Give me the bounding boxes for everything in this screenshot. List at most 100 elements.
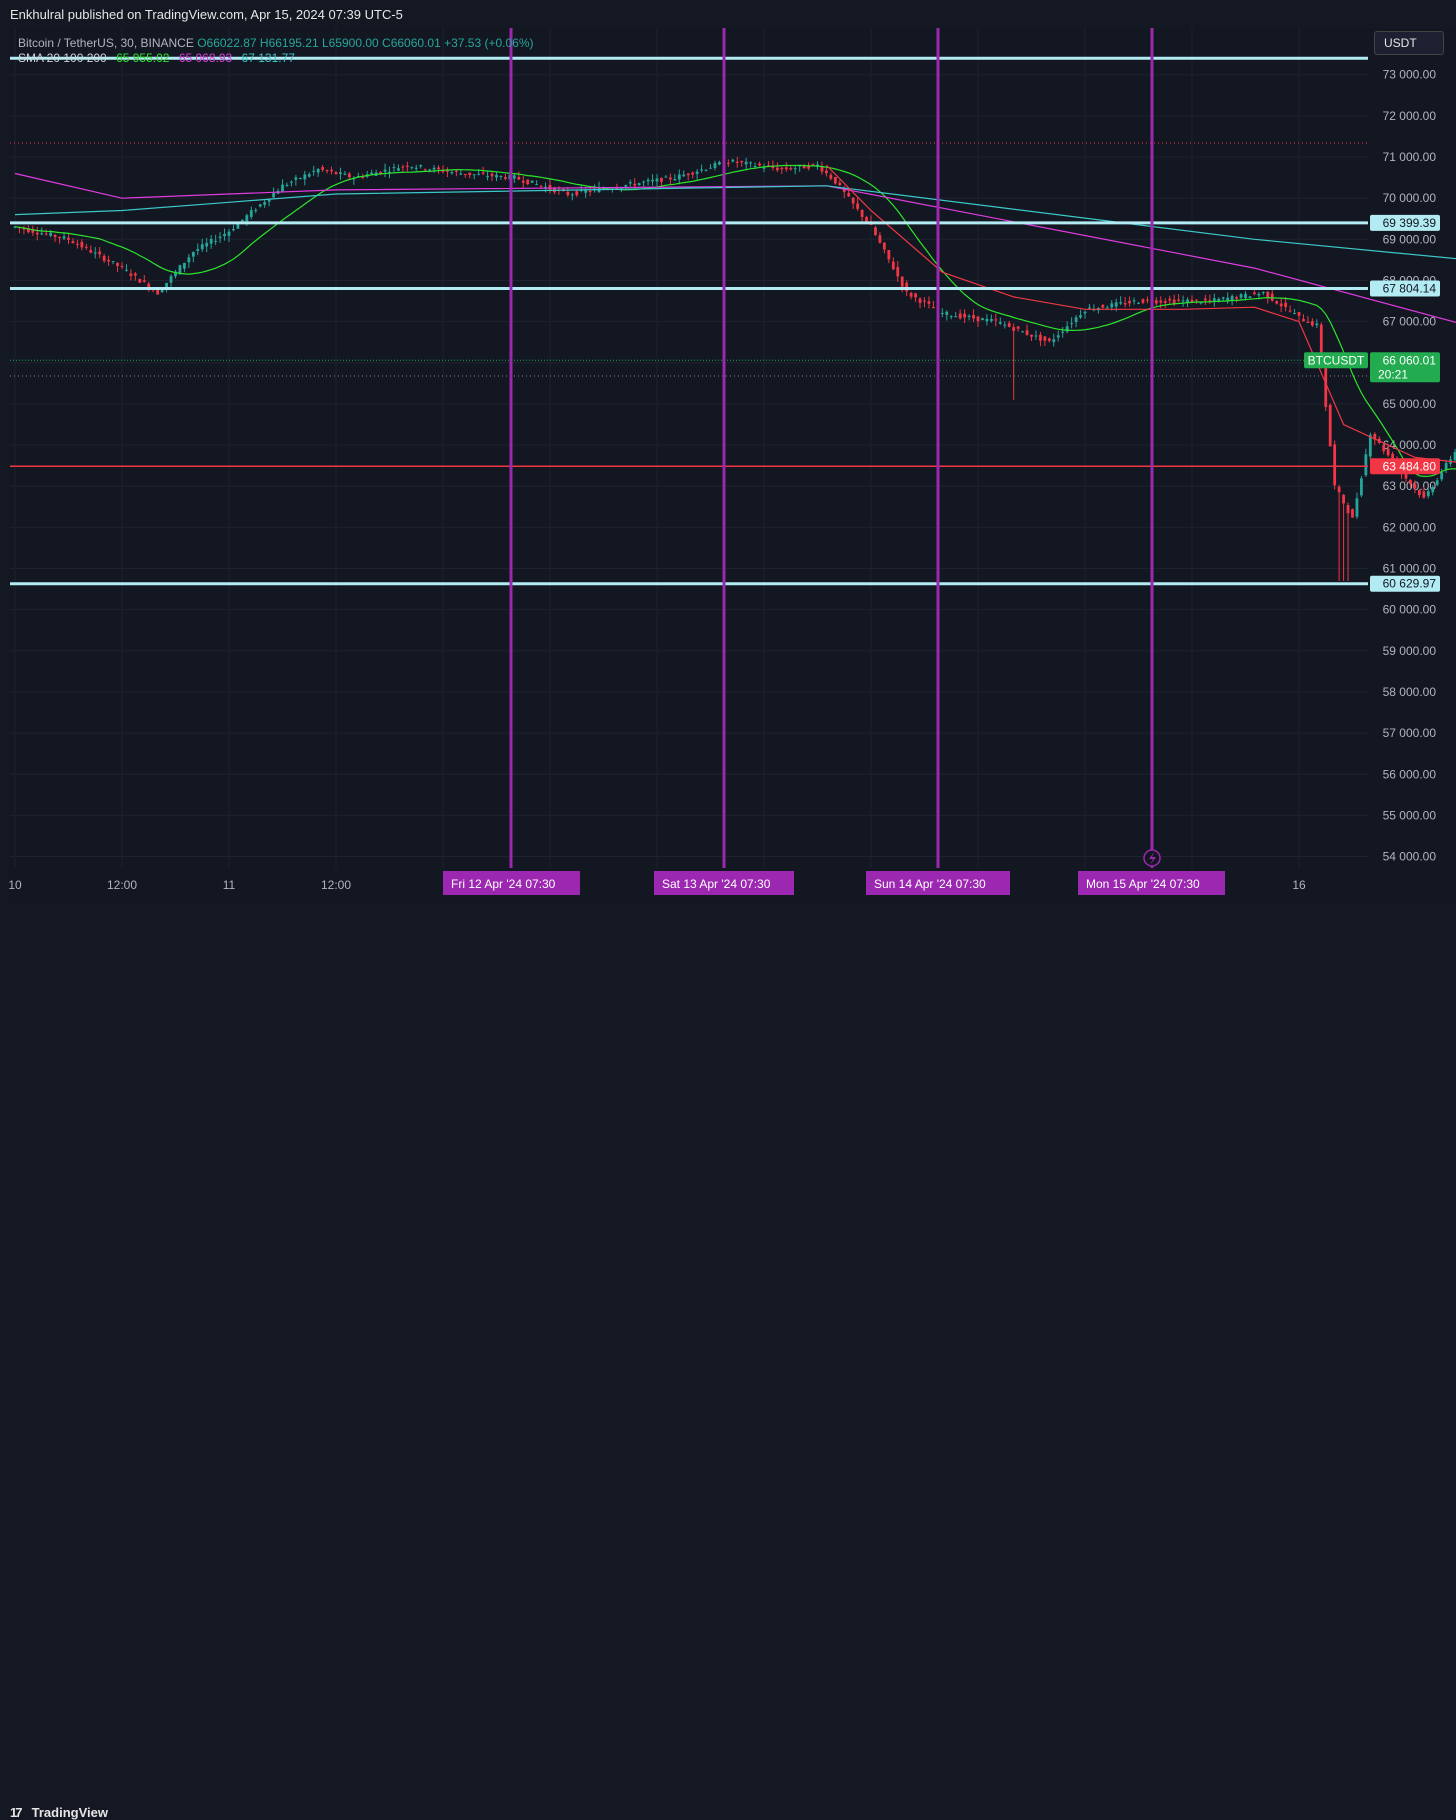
candle-body <box>49 232 53 236</box>
candle-body <box>383 169 387 172</box>
candle-body <box>1181 300 1185 302</box>
time-highlight-box <box>866 871 1010 895</box>
candle-body <box>1217 298 1221 302</box>
time-highlight-label: Fri 12 Apr '24 07:30 <box>451 877 556 891</box>
candle-body <box>682 174 686 177</box>
candle-body <box>218 236 222 239</box>
time-highlight-box <box>443 871 580 895</box>
candle-body <box>370 172 374 175</box>
candle-body <box>530 180 534 183</box>
candle-body <box>1016 326 1020 329</box>
candle-body <box>905 282 909 292</box>
candle-body <box>321 167 325 170</box>
candle-body <box>272 193 275 198</box>
candle-body <box>1172 299 1176 304</box>
candle-body <box>67 237 70 240</box>
price-tick-label: 54 000.00 <box>1383 850 1437 864</box>
candle-body <box>1422 491 1426 498</box>
candle-body <box>767 165 770 167</box>
candle-body <box>142 280 146 282</box>
candle-body <box>468 172 472 176</box>
legend-sma-label: SMA 20 100 200 <box>18 51 107 65</box>
candle-body <box>1007 323 1011 327</box>
candle-body <box>584 190 588 193</box>
candle-body <box>330 169 333 172</box>
candle-body <box>156 288 160 295</box>
candle-body <box>851 197 855 204</box>
candle-body <box>874 227 877 235</box>
candle-body <box>860 209 864 218</box>
chart-svg: 73 000.00 72 000.00 71 000.00 70 000.00 69 0… <box>8 28 1456 895</box>
candle-body <box>949 316 953 318</box>
candle-body <box>695 171 699 174</box>
candle-body <box>1079 315 1082 318</box>
candle-body <box>1074 317 1078 323</box>
candle-body <box>1382 444 1386 452</box>
candle-body <box>1146 299 1149 301</box>
candle-body <box>191 252 195 257</box>
candle-body <box>1324 365 1328 407</box>
candle-body <box>495 174 498 178</box>
candle-body <box>169 276 173 283</box>
candle-body <box>512 175 516 179</box>
price-tick-label: 67 000.00 <box>1383 315 1437 329</box>
candle-body <box>401 166 405 168</box>
candle-body <box>138 278 142 283</box>
candle-body <box>388 171 391 173</box>
candle-body <box>405 165 409 167</box>
level-price-tag <box>1370 575 1440 592</box>
legend-sma20: 65 955.02 <box>116 51 170 65</box>
candle-body <box>570 194 574 196</box>
candle-body <box>753 165 757 167</box>
candle-body <box>820 166 824 172</box>
tradingview-logo[interactable]: 17 TradingView <box>10 1805 108 1820</box>
candle-body <box>548 184 552 190</box>
candle-body <box>914 293 917 298</box>
legend-symbol-line: Bitcoin / TetherUS, 30, BINANCE O66022.8… <box>18 36 533 50</box>
sma100-line <box>14 172 1456 323</box>
candle-body <box>637 183 641 185</box>
candle-body <box>1163 301 1167 303</box>
candle-body <box>285 184 289 186</box>
candle-body <box>673 178 677 181</box>
candle-body <box>887 250 891 260</box>
candle-body <box>254 210 258 212</box>
candle-body <box>539 185 543 187</box>
candle-body <box>423 169 427 171</box>
candle-body <box>588 190 592 192</box>
current-price-label: 66 060.01 <box>1383 353 1437 367</box>
candle-body <box>1266 291 1270 298</box>
candle-body <box>1426 491 1430 497</box>
chart-area[interactable] <box>10 28 1368 898</box>
candle-body <box>735 161 739 163</box>
candle-body <box>236 223 240 229</box>
currency-selector[interactable]: USDT <box>1374 31 1444 55</box>
candle-body <box>343 173 347 175</box>
candle-body <box>784 167 788 170</box>
candle-body <box>909 292 913 297</box>
candle-body <box>981 318 984 321</box>
candle-body <box>807 165 810 169</box>
sma20-line <box>14 164 1456 478</box>
candle-body <box>356 175 360 177</box>
candle-body <box>1333 444 1337 486</box>
level-price-label: 60 629.97 <box>1383 577 1437 591</box>
candle-body <box>758 163 761 166</box>
candle-body <box>263 202 267 205</box>
candle-body <box>454 170 458 172</box>
candle-body <box>298 178 302 180</box>
price-tick-label: 57 000.00 <box>1383 726 1437 740</box>
candle-body <box>1355 498 1359 517</box>
candle-body <box>575 191 579 196</box>
candle-body <box>214 240 218 242</box>
candle-body <box>35 232 39 235</box>
candle-body <box>446 170 449 172</box>
candle-body <box>1444 462 1448 470</box>
candle-body <box>31 229 35 233</box>
candle-body <box>1319 324 1323 367</box>
candle-body <box>655 178 659 182</box>
candle-body <box>1137 302 1140 304</box>
candle-body <box>223 233 226 237</box>
price-tick-label: 69 000.00 <box>1383 232 1437 246</box>
candle-body <box>1275 301 1279 304</box>
